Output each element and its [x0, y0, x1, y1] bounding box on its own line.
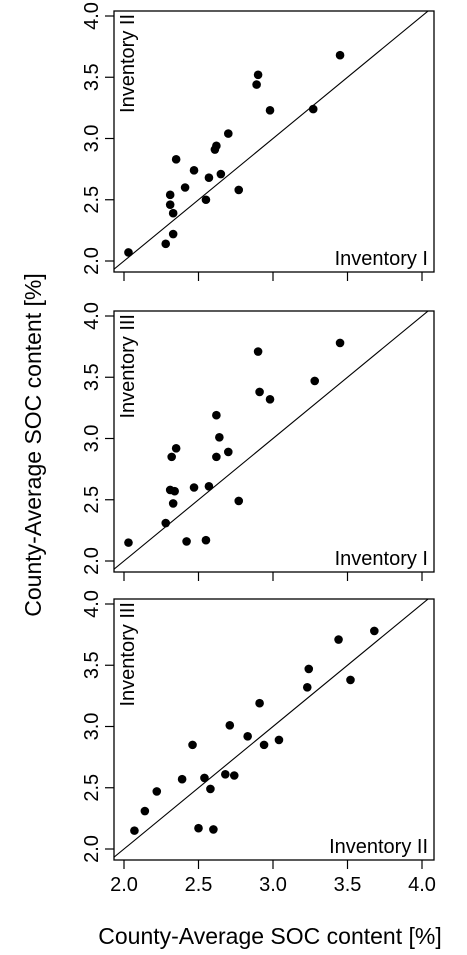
- y-tick-label: 3.5: [81, 63, 103, 91]
- data-point: [188, 740, 197, 750]
- data-point: [165, 190, 175, 200]
- y-tick-label: 3.5: [81, 651, 103, 679]
- data-point: [215, 432, 224, 442]
- data-point: [161, 518, 171, 528]
- y-tick-label: 2.0: [81, 835, 103, 863]
- data-point: [204, 173, 214, 182]
- y-series-name: Inventory III: [117, 314, 139, 419]
- data-point: [243, 732, 252, 741]
- y-tick-label: 3.0: [81, 125, 103, 153]
- x-tick-label: 4.0: [408, 874, 436, 896]
- x-series-name: Inventory II: [329, 836, 428, 858]
- data-point: [180, 183, 190, 192]
- data-point: [212, 141, 221, 151]
- plot-frame: [113, 310, 435, 573]
- y-tick-label: 4.0: [81, 302, 103, 330]
- data-point: [124, 538, 133, 547]
- data-point: [334, 635, 343, 644]
- data-point: [234, 496, 244, 506]
- y-tick-label: 4.0: [81, 590, 103, 618]
- data-point: [167, 452, 176, 462]
- plot-frame: [113, 10, 435, 273]
- data-point: [221, 769, 230, 779]
- y-tick-label: 2.5: [81, 774, 103, 802]
- data-point: [253, 70, 263, 80]
- x-tick-label: 2.5: [185, 874, 213, 896]
- panel-2: 2.0 2.5 3.0 3.5 4.0 Inventory III Inventory I: [81, 302, 435, 581]
- data-point: [201, 535, 211, 545]
- data-point: [259, 740, 269, 750]
- data-point: [189, 483, 199, 492]
- y-axis-label: County-Average SOC content [%]: [20, 273, 46, 616]
- panel-1: 2.0 2.5 3.0 3.5 4.0 Inventory II Inventory I: [81, 2, 435, 281]
- data-point: [224, 129, 233, 138]
- data-point: [346, 675, 355, 685]
- data-point: [370, 626, 379, 636]
- data-point: [255, 698, 264, 708]
- x-axis-label: County-Average SOC content [%]: [98, 923, 441, 949]
- data-point: [335, 338, 345, 348]
- data-point: [234, 185, 244, 195]
- data-point: [335, 50, 345, 60]
- data-point: [170, 486, 179, 496]
- y-tick-label: 4.0: [81, 2, 103, 30]
- x-tick-label: 2.0: [110, 874, 138, 896]
- data-point: [168, 208, 178, 218]
- data-point: [304, 664, 314, 674]
- y-tick-label: 2.0: [81, 247, 103, 275]
- data-point: [152, 787, 162, 796]
- data-point: [225, 720, 235, 730]
- x-tick-label: 3.0: [259, 874, 287, 896]
- data-point: [253, 347, 263, 356]
- data-point: [252, 80, 261, 89]
- x-series-name: Inventory I: [335, 548, 428, 570]
- data-point: [209, 825, 218, 834]
- y-tick-label: 2.5: [81, 486, 103, 514]
- y-tick-label: 3.0: [81, 425, 103, 453]
- y-tick-label: 3.0: [81, 713, 103, 741]
- y-tick-label: 3.5: [81, 363, 103, 391]
- data-point: [168, 229, 178, 239]
- data-point: [177, 774, 187, 784]
- data-point: [212, 410, 221, 420]
- data-point: [212, 452, 221, 462]
- data-point: [171, 155, 181, 164]
- data-point: [302, 683, 312, 692]
- data-point: [171, 444, 181, 453]
- data-point: [308, 104, 318, 114]
- identity-line: [114, 11, 429, 270]
- data-point: [130, 826, 139, 835]
- data-point: [216, 169, 226, 179]
- data-point: [224, 447, 233, 457]
- data-point: [204, 481, 214, 491]
- plot-frame: [113, 598, 435, 861]
- y-tick-label: 2.5: [81, 186, 103, 214]
- y-series-name: Inventory II: [117, 14, 139, 113]
- data-point: [310, 376, 320, 386]
- x-tick-label: 3.5: [334, 874, 362, 896]
- data-point: [274, 735, 284, 745]
- data-point: [168, 499, 178, 508]
- data-point: [229, 771, 239, 780]
- data-point: [265, 395, 275, 404]
- data-point: [200, 773, 209, 783]
- data-point: [194, 823, 203, 833]
- x-series-name: Inventory I: [335, 248, 428, 270]
- data-point: [201, 195, 211, 205]
- y-tick-label: 2.0: [81, 547, 103, 575]
- data-point: [265, 106, 275, 115]
- y-series-name: Inventory III: [117, 602, 139, 707]
- data-point: [189, 166, 199, 175]
- identity-line: [114, 599, 429, 858]
- data-point: [140, 806, 150, 816]
- data-point: [182, 537, 191, 546]
- data-point: [124, 248, 133, 257]
- panel-3: 2.0 2.5 3.0 3.5 4.0 2.0 2.5 3.0 3.5 4.0 Inventory …: [81, 590, 436, 896]
- identity-line: [114, 311, 429, 570]
- data-point: [165, 200, 175, 209]
- data-point: [161, 239, 171, 249]
- data-point: [206, 784, 215, 794]
- data-point: [255, 387, 264, 397]
